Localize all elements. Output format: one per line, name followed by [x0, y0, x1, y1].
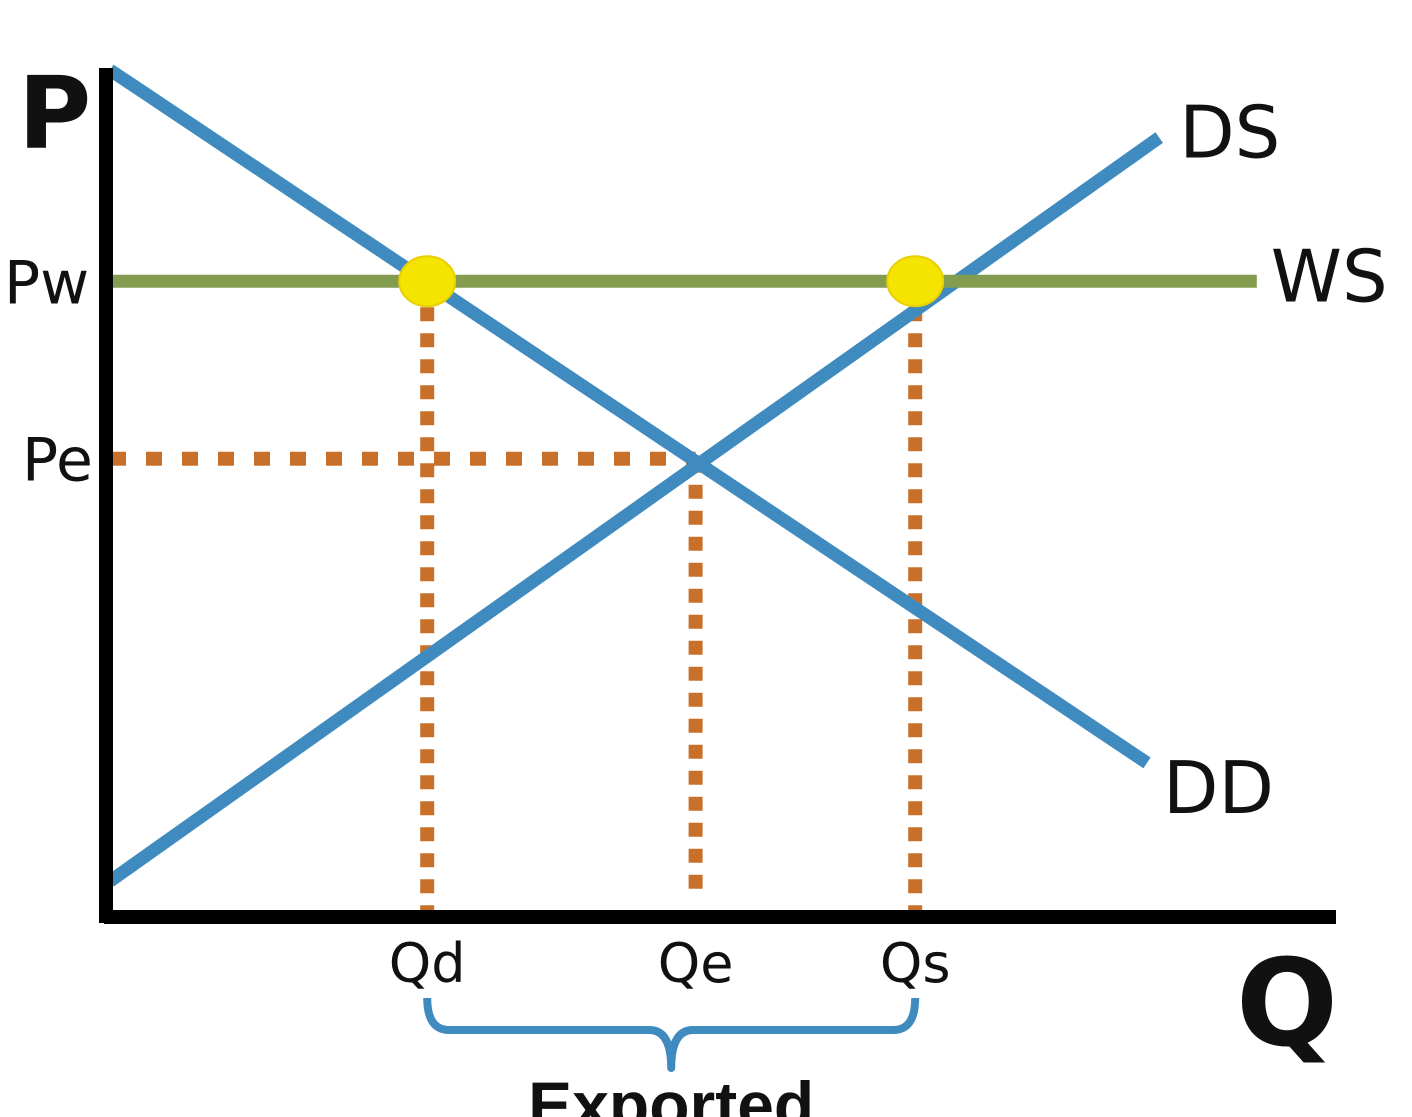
- price-label-pe: Pe: [22, 426, 93, 496]
- series-label-ws: WS: [1271, 234, 1388, 318]
- x-axis-title: Q: [1236, 935, 1338, 1074]
- intersection-points: [398, 255, 945, 308]
- price-label-pw: Pw: [4, 248, 89, 318]
- series-dd-line: [106, 64, 1151, 769]
- exported-bracket-path: [423, 997, 920, 1072]
- axes: [99, 68, 1336, 924]
- series-label-ds: DS: [1179, 91, 1280, 175]
- series-ds-line: [106, 132, 1163, 887]
- labels: DD DS WS Exported P Q Pw Pe Qd Qe Qs: [4, 55, 1388, 1117]
- exported-bracket: [423, 997, 920, 1072]
- quantity-label-qd: Qd: [389, 932, 466, 995]
- quantity-label-qe: Qe: [658, 932, 734, 995]
- curves: [106, 64, 1257, 887]
- quantity-label-qs: Qs: [880, 932, 951, 995]
- guide-lines: [110, 281, 923, 915]
- exported-label: Exported: [528, 1068, 814, 1117]
- intersection-point-1: [398, 255, 457, 308]
- y-axis-title: P: [18, 55, 91, 172]
- intersection-point-2: [886, 255, 945, 308]
- series-label-dd: DD: [1163, 746, 1274, 830]
